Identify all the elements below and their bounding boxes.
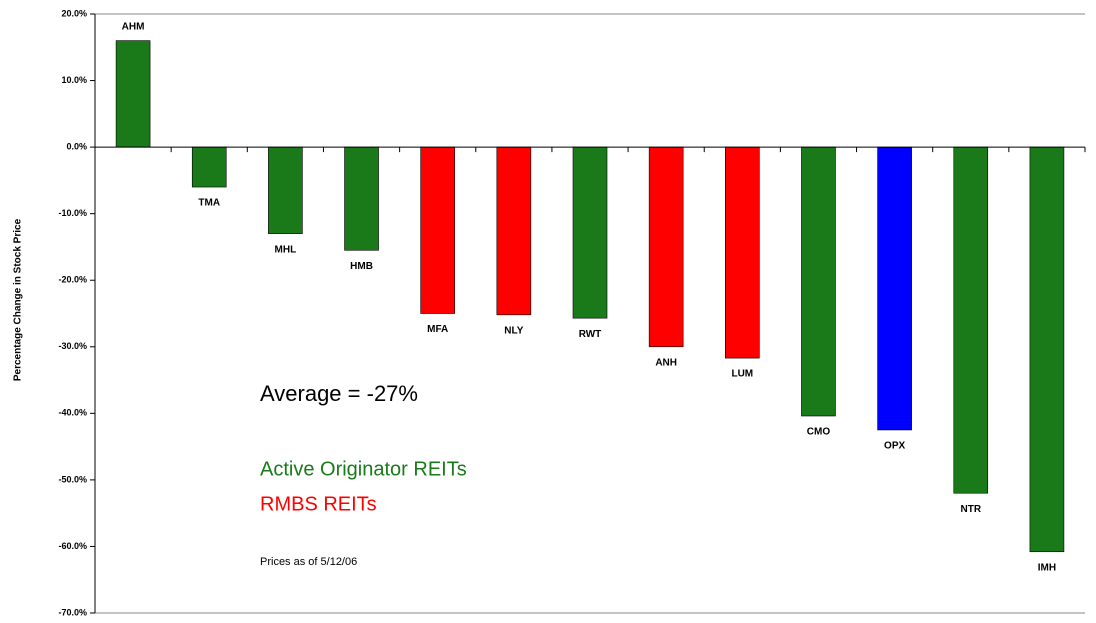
bar-label: CMO [807,427,831,438]
annotation: RMBS REITs [260,493,377,515]
bar-label: AHM [122,21,145,32]
bar-label: LUM [731,369,753,380]
y-tick-label: -70.0% [58,607,87,617]
bar [953,146,989,494]
annotation: Average = -27% [260,381,418,406]
y-tick-label: 0.0% [66,141,87,151]
bar-label: NLY [504,325,523,336]
y-tick-label: -30.0% [58,341,87,351]
y-tick-label: -50.0% [58,474,87,484]
bar-label: TMA [198,198,220,209]
bar-label: HMB [350,261,373,272]
bar-label: MFA [427,324,448,335]
y-tick-label: 20.0% [61,8,87,18]
bar-label: OPX [884,441,905,452]
y-tick-label: -60.0% [58,541,87,551]
y-tick-label: -20.0% [58,275,87,285]
annotation: Active Originator REITs [260,458,467,480]
bar [344,146,379,251]
bar [801,146,836,417]
bar [420,146,455,314]
bar-label: NTR [960,504,981,515]
y-tick-label: -40.0% [58,408,87,418]
bar [572,146,608,319]
bar [496,146,532,316]
y-tick-label: -10.0% [58,208,87,218]
bar-label: MHL [275,244,297,255]
bar-label: RWT [579,329,602,340]
bar [877,146,912,431]
annotation: Prices as of 5/12/06 [260,556,357,568]
y-axis-label: Percentage Change in Stock Price [13,218,24,381]
bar [648,146,684,348]
bar [725,146,760,359]
bar-label: ANH [655,357,677,368]
bar [1029,146,1065,553]
bar [268,146,303,234]
y-tick-label: 10.0% [61,75,87,85]
bar [191,146,227,188]
bar [115,40,151,148]
bar-label: IMH [1038,562,1056,573]
